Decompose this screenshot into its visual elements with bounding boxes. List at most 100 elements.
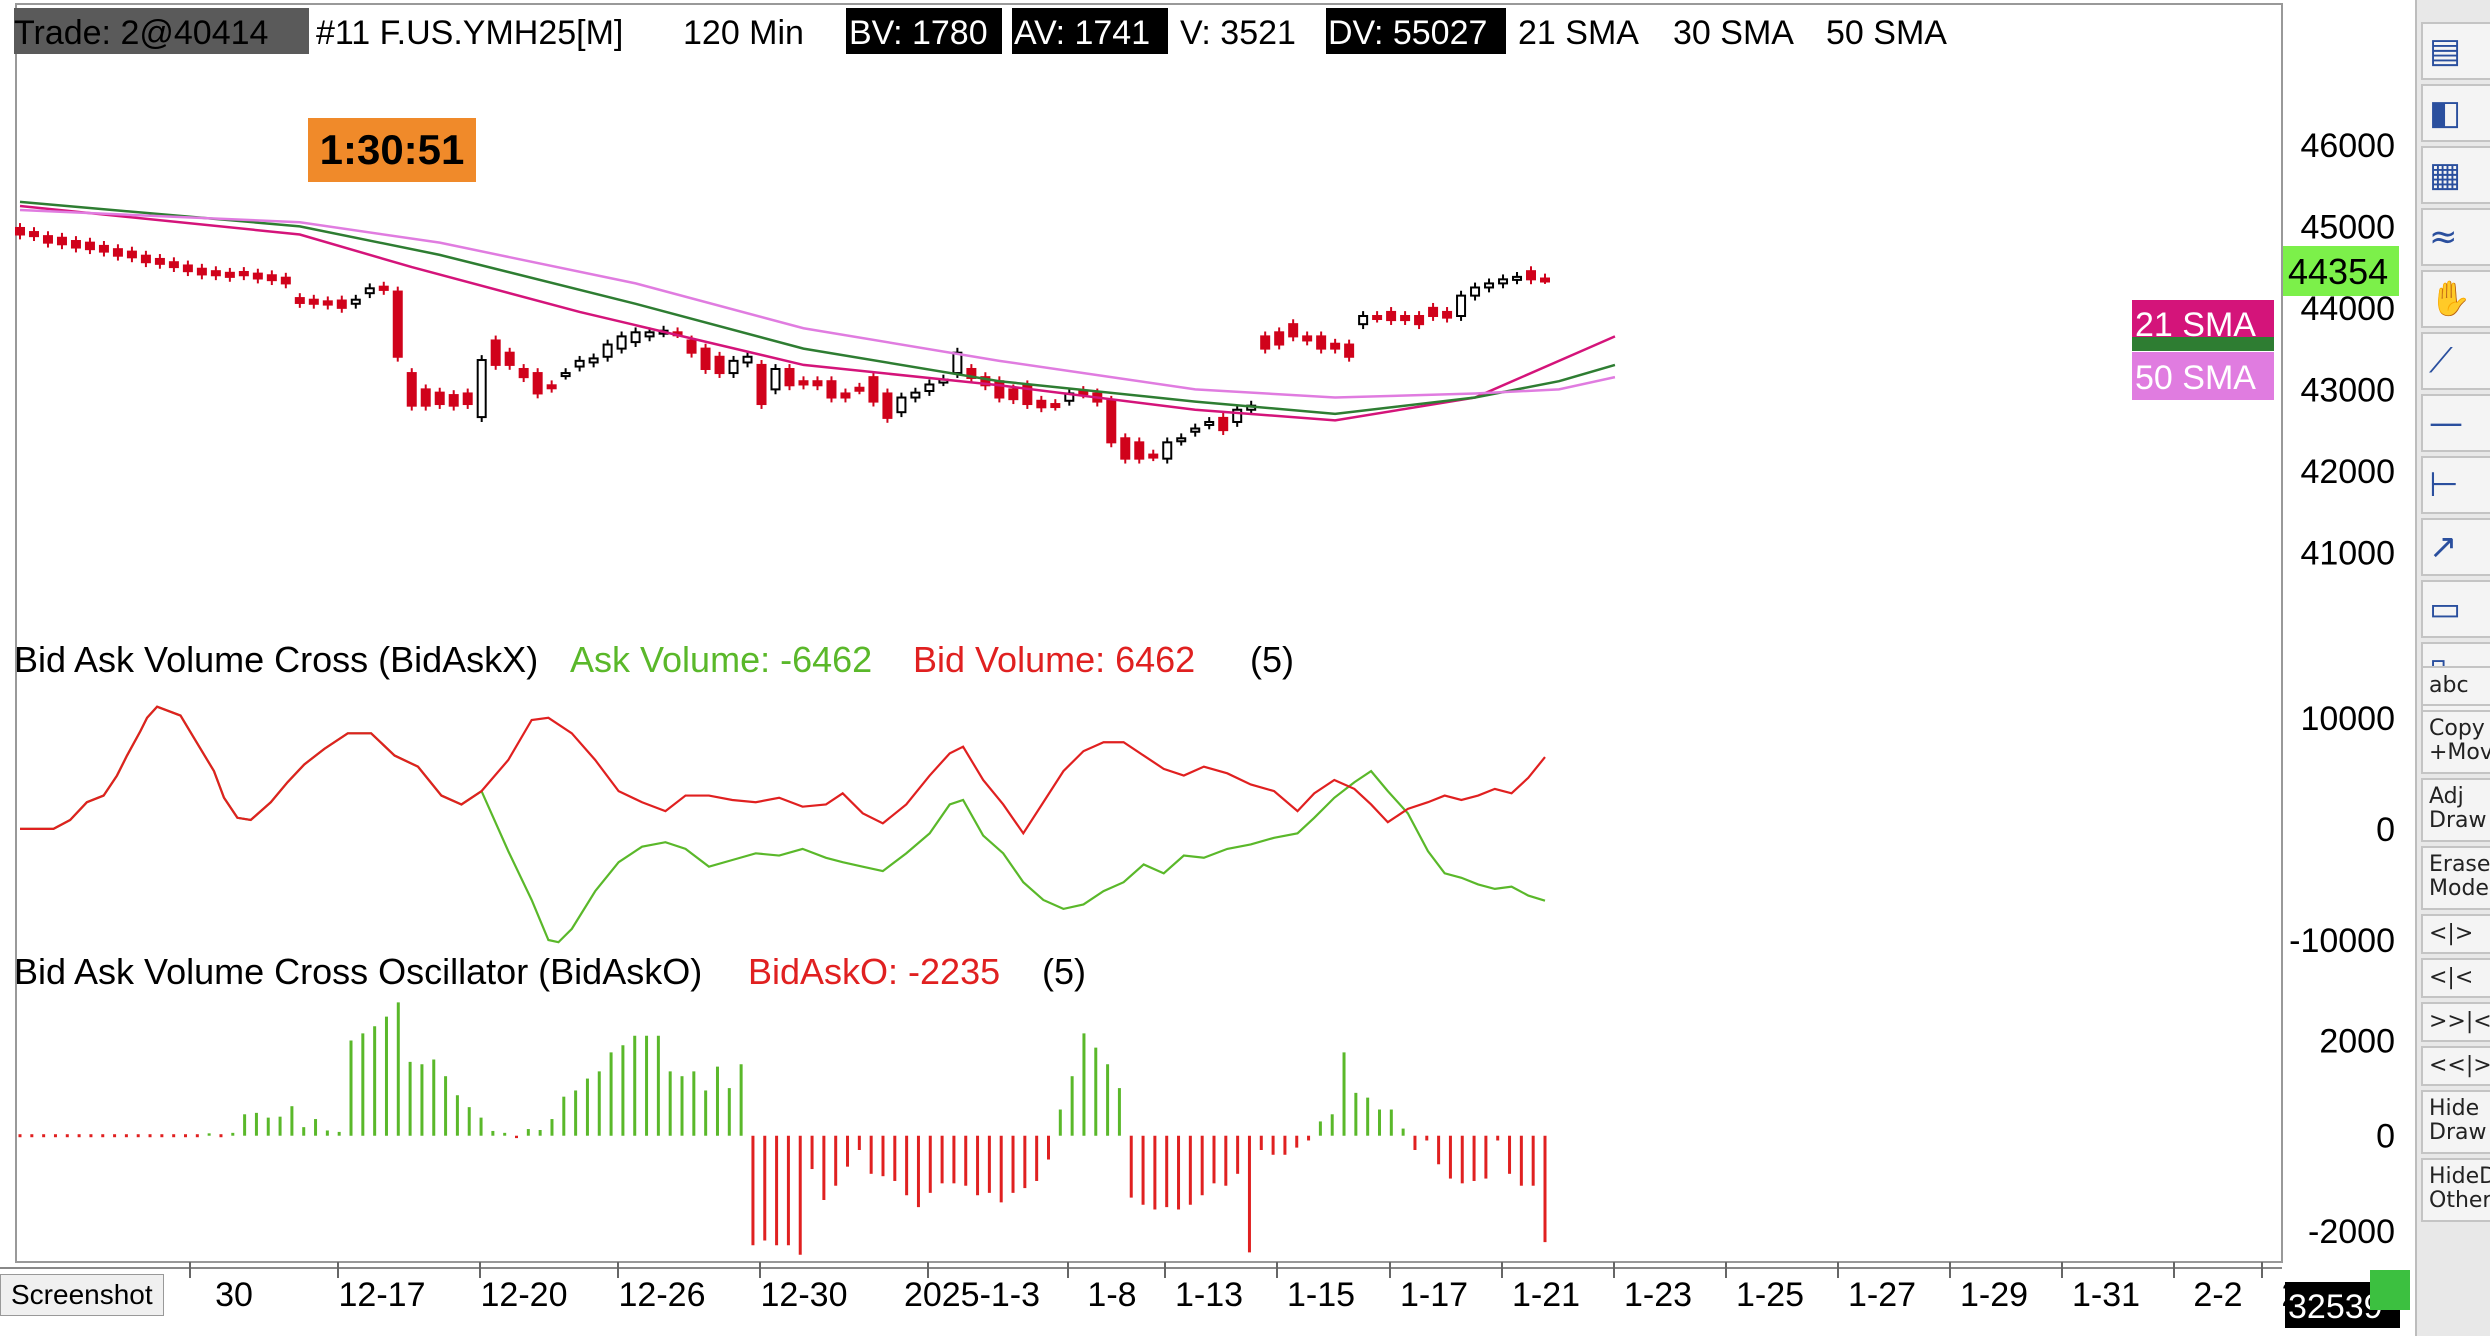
candle-body [812,380,823,387]
candle-body [448,394,459,407]
time-tick-label: 1-21 [1512,1276,1580,1314]
trendline-button[interactable]: ⟋ [2421,332,2490,390]
candle-body [336,299,347,309]
candle-body [1526,270,1537,281]
ray-icon: ⊢ [2429,465,2459,505]
candle-body [154,257,165,265]
bidasko-panel: 2000 0 -2000 [18,1002,2395,1255]
toolbar-item-7[interactable]: <<|> [2421,1046,2490,1086]
toolbar-item-5[interactable]: <|< [2421,958,2490,998]
candle-body [1050,403,1061,409]
candle-body [392,290,403,358]
candle-body [406,372,417,407]
candle-body [700,347,711,370]
bv-text: BV: 1780 [849,14,988,52]
candle-body [980,376,991,387]
candle-body [490,339,501,366]
candle-body [546,384,557,390]
toolbar-item-label: Erase [2429,852,2490,877]
interval-text: 120 Min [683,14,804,52]
candle-body [1442,310,1453,319]
candle-body [1470,286,1481,297]
candle-body [476,359,487,419]
candle-body [1372,315,1383,321]
time-axis: 30 12-17 12-20 12-26 12-30 2025-1-3 1-8 1-13 1-1… [189,1262,2331,1314]
toolbar-item-4[interactable]: <|> [2421,914,2490,954]
candle-body [1540,277,1550,283]
price-tick-label: 44000 [2300,290,2395,328]
candle-body [140,254,151,264]
toolbar-item-3[interactable]: Erase Mode [2421,846,2490,910]
bidasko-dot [30,1134,34,1138]
bidasko-tick-label: 0 [2376,1118,2395,1156]
toolbar-item-label: Draw [2429,808,2487,833]
ray-button[interactable]: ⊢ [2421,456,2490,514]
candle-body [28,231,39,238]
candle-body [644,331,655,338]
candle-body [126,250,137,259]
horizontal-line-icon: — [2429,403,2463,443]
save-button[interactable]: ▤ [2421,22,2490,80]
bv-badge [846,8,1002,54]
toolbar-item-8[interactable]: Hide Draw [2421,1090,2490,1154]
bidasko-period: (5) [1042,951,1086,992]
toolbar-item-2[interactable]: Adj Draw [2421,778,2490,842]
sma21-legend: 21 SMA [1518,14,1639,52]
candle-body [1386,310,1397,322]
candle-body [378,285,389,291]
screenshot-button[interactable]: Screenshot [0,1274,164,1316]
bidasko-dot [101,1134,105,1138]
candle-body [252,272,263,280]
time-tick-label: 30 [215,1276,253,1314]
bidasko-title: Bid Ask Volume Cross Oscillator (BidAskO… [14,951,702,992]
scroll-indicator[interactable] [2370,1270,2410,1310]
candle-body [1176,437,1187,443]
time-tick-label: 1-25 [1736,1276,1804,1314]
toolbar-item-6[interactable]: >>|< [2421,1002,2490,1042]
arrow-line-button[interactable]: ↗ [2421,518,2490,576]
candle-body [952,351,963,375]
chart-button[interactable]: ▦ [2421,146,2490,204]
candle-body [1414,315,1425,326]
wave-button[interactable]: ≈ [2421,208,2490,266]
toolbar-item-0[interactable]: abc [2421,666,2490,706]
horizontal-line-button[interactable]: — [2421,394,2490,452]
candle-body [1134,441,1145,460]
candle-body [1162,441,1173,460]
candle-body [1428,306,1439,318]
time-tick-label: 1-27 [1848,1276,1916,1314]
chart-icon: ▦ [2429,155,2462,195]
candle-body [770,367,781,391]
candle-body [210,270,221,277]
sma21-tag [2132,300,2274,344]
candle-body [196,267,207,276]
bidasko-tick-label: 2000 [2319,1022,2395,1060]
time-tick-label: 1-23 [1624,1276,1692,1314]
price-tick-label: 45000 [2300,208,2395,246]
rectangle-button[interactable]: ▭ [2421,580,2490,638]
bidaskx-tick-label: 10000 [2300,700,2395,738]
candle-body [1316,335,1327,350]
drawing-toolbar: ▤◧▦≈✋⟋—⊢↗▭▯✂abcCopy+MoveAdjDrawEraseMode… [2415,0,2490,1336]
candle-body [994,380,1005,399]
toolbar-item-9[interactable]: HideDrOther [2421,1158,2490,1222]
floppy-button[interactable]: ◧ [2421,84,2490,142]
bidasko-dot [124,1134,128,1138]
candle-body [42,235,53,244]
hand-button[interactable]: ✋ [2421,270,2490,328]
v-text: V: 3521 [1180,14,1296,52]
candle-body [224,271,235,278]
candle-body [364,287,375,295]
corner-value: 32539 [2288,1288,2383,1326]
candle-body [798,380,809,386]
candle-body [868,376,879,403]
chart-canvas: 41000 42000 43000 44000 45000 46000 10000 0 -10… [0,3,2410,1328]
bidasko-dot [113,1134,117,1138]
candle-body [280,276,291,285]
chart-frame [15,3,2283,1263]
candle-body [532,372,543,395]
bidasko-dot [172,1134,176,1138]
toolbar-item-1[interactable]: Copy+Move [2421,710,2490,774]
candle-body [1456,294,1467,318]
toolbar-item-label: Draw [2429,1120,2487,1145]
